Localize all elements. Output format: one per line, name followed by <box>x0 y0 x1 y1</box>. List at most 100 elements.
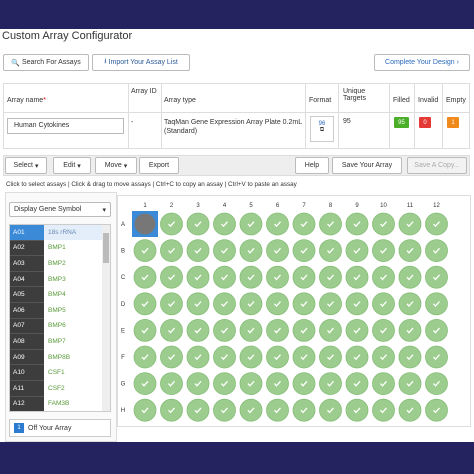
assay-row[interactable]: A03 BMP2 <box>10 255 110 273</box>
well[interactable] <box>160 398 183 422</box>
search-button[interactable]: 🔍 Search For Assays <box>3 54 89 71</box>
well[interactable] <box>213 398 236 422</box>
assay-row[interactable]: A09 BMP8B <box>10 349 110 366</box>
well[interactable] <box>345 239 369 262</box>
well[interactable] <box>372 318 395 342</box>
well[interactable] <box>398 345 422 369</box>
well[interactable] <box>292 239 316 262</box>
well[interactable] <box>266 398 289 422</box>
toolbar-button[interactable]: Export <box>139 157 179 174</box>
well[interactable] <box>213 212 236 236</box>
well[interactable] <box>133 265 157 289</box>
well[interactable] <box>425 345 448 369</box>
complete-button[interactable]: Complete Your Design › <box>374 54 470 71</box>
well[interactable] <box>134 213 156 235</box>
well[interactable] <box>213 345 236 369</box>
well[interactable] <box>398 292 422 316</box>
well[interactable] <box>319 345 342 369</box>
well[interactable] <box>186 345 210 369</box>
well[interactable] <box>239 212 263 236</box>
assay-row[interactable]: A11 CSF2 <box>10 380 110 398</box>
well[interactable] <box>425 212 448 236</box>
well[interactable] <box>239 398 263 422</box>
well[interactable] <box>319 372 342 396</box>
well[interactable] <box>372 372 395 396</box>
well[interactable] <box>345 292 369 316</box>
well[interactable] <box>319 265 342 289</box>
well[interactable] <box>160 265 183 289</box>
well[interactable] <box>372 398 395 422</box>
well[interactable] <box>133 318 157 342</box>
well[interactable] <box>160 239 183 262</box>
well[interactable] <box>425 398 448 422</box>
well[interactable] <box>186 212 210 236</box>
well[interactable] <box>398 239 422 262</box>
well[interactable] <box>319 318 342 342</box>
assay-row[interactable]: A06 BMP5 <box>10 302 110 320</box>
well[interactable] <box>398 212 422 236</box>
assay-row[interactable]: A02 BMP1 <box>10 240 110 257</box>
well[interactable] <box>213 372 236 396</box>
well[interactable] <box>133 345 157 369</box>
well[interactable] <box>319 239 342 262</box>
assay-row[interactable]: A01 18s rRNA <box>10 225 110 242</box>
well[interactable] <box>186 292 210 316</box>
well[interactable] <box>398 265 422 289</box>
array-name-input[interactable]: Human Cytokines <box>7 118 124 134</box>
well[interactable] <box>292 292 316 316</box>
toolbar-button[interactable]: Edit ▾ <box>53 157 91 174</box>
well[interactable] <box>160 345 183 369</box>
well[interactable] <box>319 398 342 422</box>
well[interactable] <box>345 318 369 342</box>
well[interactable] <box>133 239 157 262</box>
well[interactable] <box>292 345 316 369</box>
well[interactable] <box>292 265 316 289</box>
well[interactable] <box>186 265 210 289</box>
well[interactable] <box>239 372 263 396</box>
well[interactable] <box>160 318 183 342</box>
well[interactable] <box>186 372 210 396</box>
well[interactable] <box>186 239 210 262</box>
scroll-thumb[interactable] <box>103 233 109 263</box>
assay-row[interactable]: A07 BMP6 <box>10 318 110 335</box>
well[interactable] <box>425 265 448 289</box>
well[interactable] <box>398 318 422 342</box>
well[interactable] <box>266 318 289 342</box>
well[interactable] <box>398 398 422 422</box>
well[interactable] <box>372 345 395 369</box>
well[interactable] <box>425 372 448 396</box>
display-select[interactable]: Display Gene Symbol ▾ <box>9 202 111 217</box>
well[interactable] <box>292 212 316 236</box>
well[interactable] <box>372 265 395 289</box>
well[interactable] <box>213 292 236 316</box>
well[interactable] <box>266 212 289 236</box>
well[interactable] <box>186 398 210 422</box>
well[interactable] <box>160 212 183 236</box>
well[interactable] <box>266 265 289 289</box>
well[interactable] <box>319 292 342 316</box>
well[interactable] <box>266 239 289 262</box>
well[interactable] <box>345 265 369 289</box>
well[interactable] <box>213 265 236 289</box>
well[interactable] <box>239 239 263 262</box>
well[interactable] <box>266 292 289 316</box>
well[interactable] <box>160 372 183 396</box>
toolbar-button[interactable]: Help <box>295 157 329 174</box>
well[interactable] <box>345 212 369 236</box>
well[interactable] <box>239 318 263 342</box>
assay-row[interactable]: A08 BMP7 <box>10 333 110 351</box>
well[interactable] <box>398 372 422 396</box>
well[interactable] <box>372 239 395 262</box>
well[interactable] <box>345 345 369 369</box>
well[interactable] <box>133 372 157 396</box>
well[interactable] <box>345 372 369 396</box>
well[interactable] <box>213 318 236 342</box>
well[interactable] <box>186 318 210 342</box>
well[interactable] <box>133 292 157 316</box>
well[interactable] <box>425 239 448 262</box>
import-button[interactable]: ⭳ Import Your Assay List <box>92 54 190 71</box>
well[interactable] <box>372 292 395 316</box>
toolbar-button[interactable]: Select ▾ <box>5 157 47 174</box>
toolbar-button[interactable]: Save Your Array <box>332 157 402 174</box>
well[interactable] <box>292 372 316 396</box>
